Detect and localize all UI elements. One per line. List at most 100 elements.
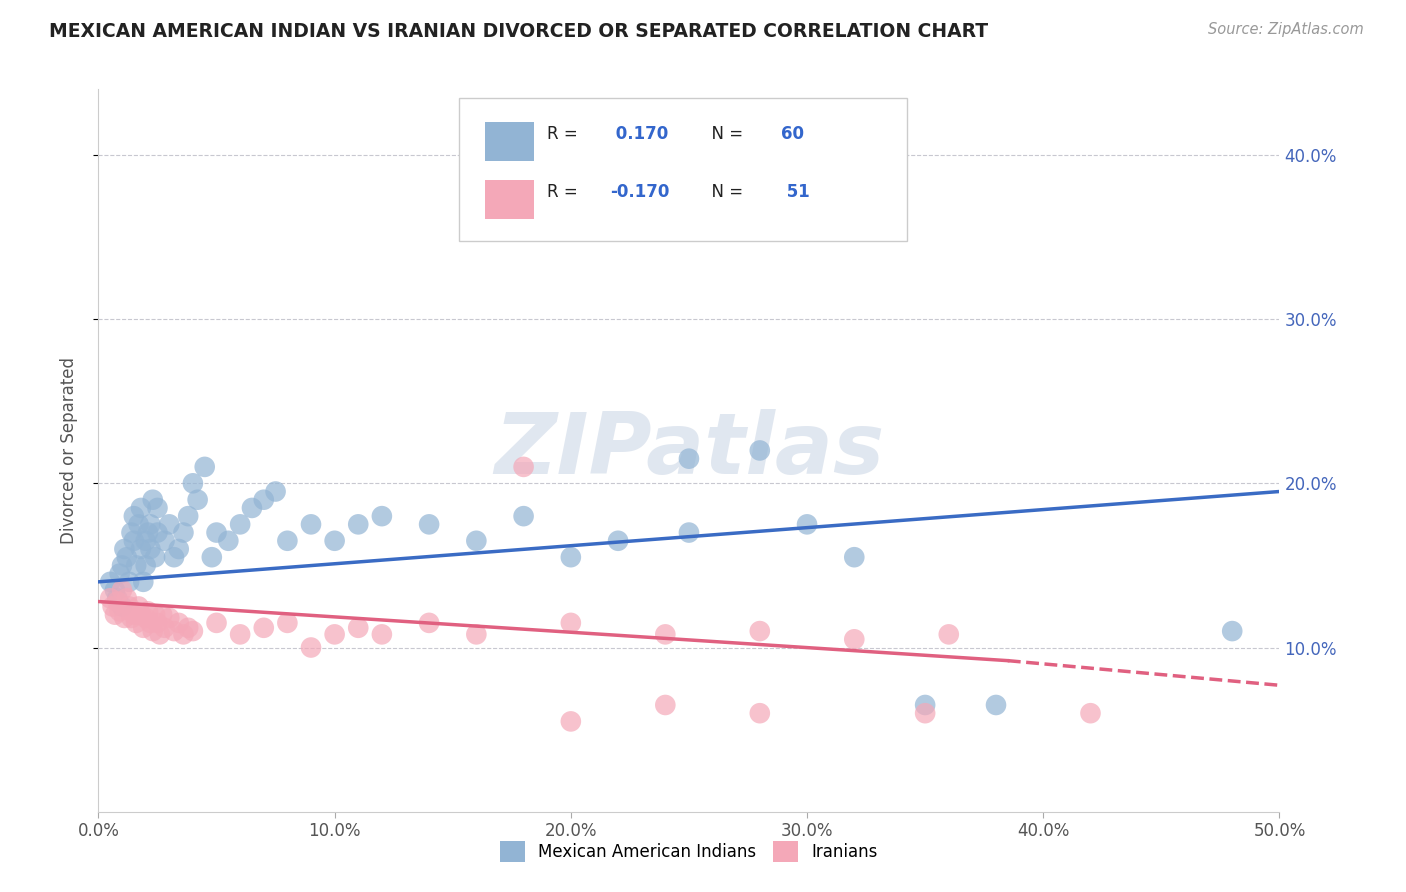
Text: Source: ZipAtlas.com: Source: ZipAtlas.com (1208, 22, 1364, 37)
Point (132, 621, 155, 635)
Point (157, 517, 180, 532)
Point (146, 500, 169, 515)
Point (323, 533, 346, 548)
Point (111, 582, 134, 597)
Point (654, 698, 676, 712)
Point (205, 525, 228, 540)
Point (153, 621, 176, 635)
Point (229, 627, 252, 641)
Point (129, 541, 152, 556)
Point (678, 451, 700, 466)
Point (512, 459, 534, 474)
Point (299, 640, 322, 655)
Point (560, 550, 582, 565)
Point (181, 476, 204, 491)
Point (105, 594, 128, 608)
Point (240, 500, 263, 515)
Point (125, 558, 148, 573)
Point (264, 484, 287, 499)
Text: N =: N = (700, 183, 742, 201)
Point (371, 509, 394, 524)
Point (844, 632, 866, 647)
Point (108, 604, 131, 618)
Point (984, 698, 1007, 712)
Text: R =: R = (547, 183, 583, 201)
Point (149, 627, 172, 641)
Point (104, 607, 127, 622)
Point (118, 599, 141, 614)
Point (187, 492, 209, 507)
Point (914, 698, 936, 712)
Point (253, 621, 276, 635)
Point (129, 607, 152, 622)
Point (347, 517, 370, 532)
Text: 51: 51 (782, 183, 810, 201)
Point (157, 611, 180, 625)
Point (142, 624, 165, 639)
Point (844, 550, 866, 565)
Text: 0.170: 0.170 (610, 126, 668, 144)
Point (112, 541, 135, 556)
Point (167, 541, 190, 556)
Point (276, 615, 298, 630)
Bar (485, 179, 534, 219)
Point (512, 509, 534, 524)
Point (217, 533, 239, 548)
Point (1220, 624, 1243, 639)
Point (654, 627, 676, 641)
Point (135, 611, 157, 625)
Point (418, 615, 440, 630)
Point (128, 517, 150, 532)
Text: N =: N = (700, 126, 742, 144)
Point (143, 550, 166, 565)
Point (101, 599, 124, 614)
Text: 60: 60 (782, 126, 804, 144)
Point (205, 615, 228, 630)
Point (276, 533, 298, 548)
Point (104, 582, 127, 597)
Point (167, 615, 190, 630)
Point (129, 500, 152, 515)
Point (115, 550, 138, 565)
Point (177, 509, 200, 524)
Point (465, 627, 488, 641)
Point (163, 624, 186, 639)
Point (112, 611, 135, 625)
Point (98, 591, 121, 606)
Point (229, 517, 252, 532)
Point (560, 714, 582, 729)
Point (122, 509, 145, 524)
Point (299, 517, 322, 532)
Point (118, 574, 141, 589)
Point (108, 566, 131, 581)
Point (607, 533, 630, 548)
Point (323, 627, 346, 641)
Bar (485, 121, 534, 161)
Point (748, 706, 770, 721)
Point (253, 492, 276, 507)
Text: R =: R = (547, 126, 583, 144)
Legend: Mexican American Indians, Iranians: Mexican American Indians, Iranians (494, 835, 884, 869)
Point (128, 599, 150, 614)
Point (105, 591, 128, 606)
Point (172, 627, 194, 641)
Point (98, 574, 121, 589)
Point (153, 533, 176, 548)
Point (122, 533, 145, 548)
Point (139, 517, 162, 532)
Point (150, 607, 173, 622)
Point (111, 599, 134, 614)
Point (143, 607, 166, 622)
Point (748, 443, 770, 458)
Point (135, 558, 157, 573)
Point (560, 615, 582, 630)
Point (146, 525, 169, 540)
Point (1080, 706, 1102, 721)
Point (177, 621, 200, 635)
Point (371, 627, 394, 641)
Point (142, 492, 165, 507)
Point (201, 550, 224, 565)
Point (135, 533, 157, 548)
Point (418, 517, 440, 532)
Point (121, 611, 143, 625)
